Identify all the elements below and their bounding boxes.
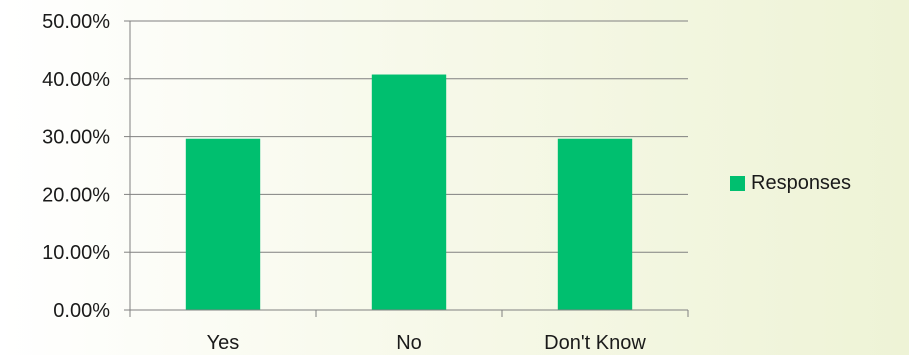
x-axis-tick-labels: Yes No Don't Know	[207, 332, 647, 354]
y-tick-label: 50.00%	[42, 11, 110, 33]
y-axis-tick-labels: 0.00% 10.00% 20.00% 30.00% 40.00% 50.00%	[42, 11, 110, 322]
x-tick-label: Yes	[207, 332, 240, 354]
y-tick-label: 30.00%	[42, 127, 110, 149]
bar-yes	[185, 138, 261, 310]
y-tick-label: 0.00%	[53, 300, 110, 322]
legend-label: Responses	[751, 172, 852, 194]
bar-don-t-know	[557, 138, 633, 310]
x-tick-label: No	[396, 332, 422, 354]
x-tick-label: Don't Know	[544, 332, 646, 354]
y-tick-label: 10.00%	[42, 242, 110, 264]
bars	[185, 74, 633, 310]
x-axis	[129, 21, 689, 317]
y-tick-label: 40.00%	[42, 69, 110, 91]
legend: Responses	[730, 172, 851, 195]
bar-no	[371, 74, 447, 310]
y-tick-label: 20.00%	[42, 184, 110, 206]
legend-swatch	[730, 176, 745, 191]
